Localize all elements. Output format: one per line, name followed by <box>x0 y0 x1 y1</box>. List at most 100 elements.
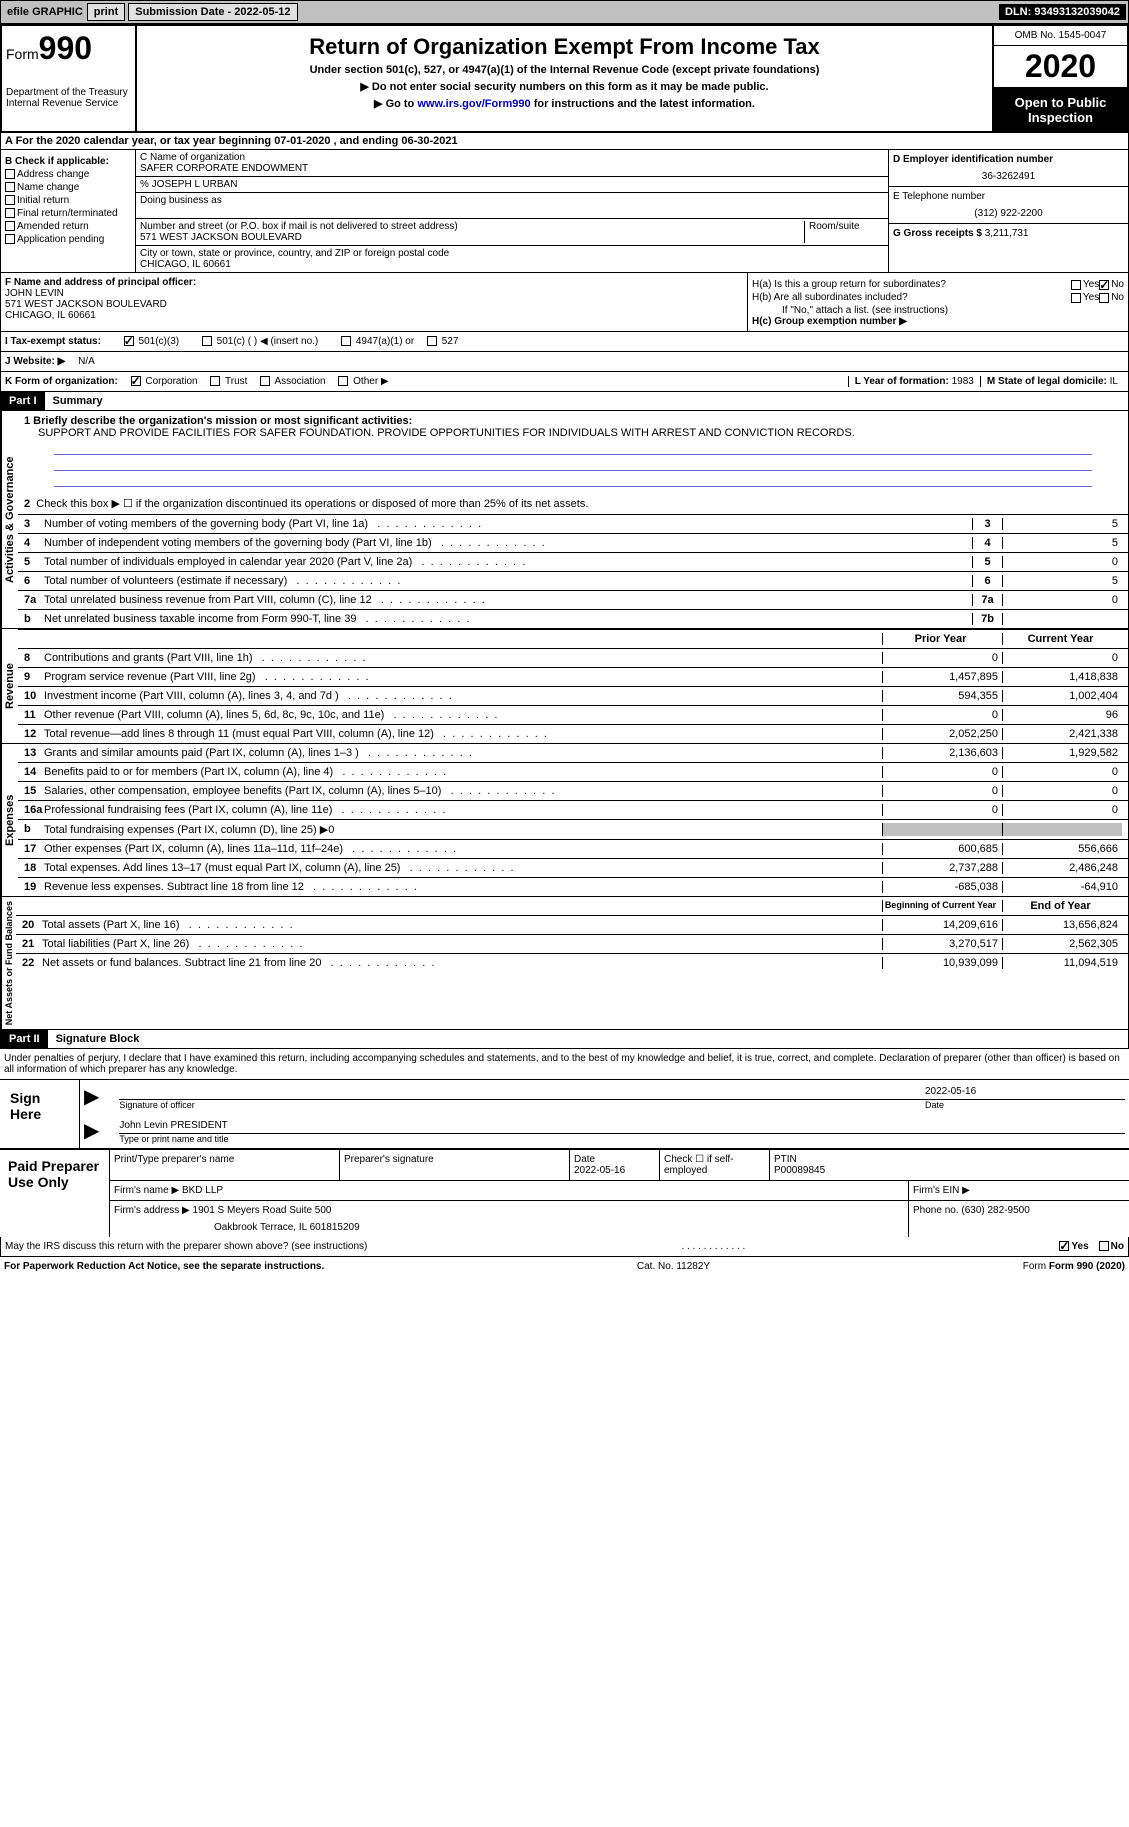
sig-date: 2022-05-16 <box>925 1086 1125 1097</box>
check-corp[interactable] <box>131 376 141 386</box>
type-label: Type or print name and title <box>119 1134 1125 1144</box>
arrow-icon-2: ▶ <box>84 1118 99 1144</box>
hb-note: If "No," attach a list. (see instruction… <box>752 305 1124 316</box>
hb-label: H(b) Are all subordinates included? <box>752 292 1071 303</box>
form-title: Return of Organization Exempt From Incom… <box>147 34 982 60</box>
room-label: Room/suite <box>804 221 884 243</box>
officer-addr2: CHICAGO, IL 60661 <box>5 310 743 321</box>
org-name: SAFER CORPORATE ENDOWMENT <box>140 163 884 174</box>
netassets-label: Net Assets or Fund Balances <box>1 897 16 1029</box>
paid-preparer-label: Paid Preparer Use Only <box>0 1150 110 1237</box>
check-501c[interactable] <box>202 336 212 346</box>
form-label: Form <box>6 46 39 62</box>
form-subtitle: Under section 501(c), 527, or 4947(a)(1)… <box>147 64 982 76</box>
gross-label: G Gross receipts $ <box>893 228 985 239</box>
check-pending[interactable] <box>5 234 15 244</box>
irs-link[interactable]: www.irs.gov/Form990 <box>417 98 530 110</box>
f-label: F Name and address of principal officer: <box>5 277 743 288</box>
submission-date: Submission Date - 2022-05-12 <box>128 3 297 21</box>
revenue-label: Revenue <box>1 629 18 743</box>
dln-label: DLN: 93493132039042 <box>999 4 1126 20</box>
part2-header: Part II <box>1 1030 48 1048</box>
notice-1: ▶ Do not enter social security numbers o… <box>147 80 982 93</box>
discuss-yes[interactable] <box>1059 1241 1069 1251</box>
officer-name-title: John Levin PRESIDENT <box>119 1118 1125 1134</box>
check-trust[interactable] <box>210 376 220 386</box>
line2: Check this box ▶ ☐ if the organization d… <box>36 498 588 510</box>
hc-label: H(c) Group exemption number ▶ <box>752 316 1124 327</box>
dba-label: Doing business as <box>140 195 884 206</box>
arrow-icon: ▶ <box>84 1084 99 1110</box>
firm-ein-label: Firm's EIN ▶ <box>909 1181 1129 1200</box>
ptin: P00089845 <box>774 1165 1125 1176</box>
officer-addr1: 571 WEST JACKSON BOULEVARD <box>5 299 743 310</box>
efile-label: efile GRAPHIC <box>3 6 87 18</box>
check-address[interactable] <box>5 169 15 179</box>
website-label: J Website: ▶ <box>5 356 65 367</box>
ein: 36-3262491 <box>893 171 1124 182</box>
footer-left: For Paperwork Reduction Act Notice, see … <box>4 1261 324 1272</box>
notice-2-pre: ▶ Go to <box>374 98 417 110</box>
hb-yes[interactable] <box>1071 293 1081 303</box>
tax-year: 2020 <box>994 46 1127 89</box>
city: CHICAGO, IL 60661 <box>140 259 884 270</box>
sig-officer-label: Signature of officer <box>119 1100 925 1110</box>
prep-date: 2022-05-16 <box>574 1165 655 1176</box>
check-final[interactable] <box>5 208 15 218</box>
ha-no[interactable] <box>1099 280 1109 290</box>
part1-header: Part I <box>1 392 45 410</box>
expenses-label: Expenses <box>1 744 18 896</box>
check-527[interactable] <box>427 336 437 346</box>
check-initial[interactable] <box>5 195 15 205</box>
phone-label: E Telephone number <box>893 191 1124 202</box>
firm-phone: (630) 282-9500 <box>961 1205 1029 1216</box>
care-of: % JOSEPH L URBAN <box>136 177 888 193</box>
beg-year-header: Beginning of Current Year <box>882 900 1002 912</box>
discuss-label: May the IRS discuss this return with the… <box>5 1241 367 1252</box>
gross-val: 3,211,731 <box>985 228 1029 239</box>
discuss-no[interactable] <box>1099 1241 1109 1251</box>
line1-label: 1 Briefly describe the organization's mi… <box>24 415 412 427</box>
i-label: I Tax-exempt status: <box>5 336 101 347</box>
firm-name: BKD LLP <box>182 1185 223 1196</box>
declaration: Under penalties of perjury, I declare th… <box>0 1049 1129 1080</box>
check-name[interactable] <box>5 182 15 192</box>
dept-label: Department of the Treasury Internal Reve… <box>6 87 131 109</box>
print-button[interactable]: print <box>87 3 125 21</box>
k-label: K Form of organization: <box>5 376 118 387</box>
officer-name: JOHN LEVIN <box>5 288 743 299</box>
check-4947[interactable] <box>341 336 351 346</box>
sign-here-label: Sign Here <box>0 1080 80 1148</box>
form-number: 990 <box>39 30 92 66</box>
check-other[interactable] <box>338 376 348 386</box>
hb-no[interactable] <box>1099 293 1109 303</box>
firm-addr2: Oakbrook Terrace, IL 601815209 <box>114 1222 904 1233</box>
end-year-header: End of Year <box>1002 900 1122 912</box>
state-domicile: IL <box>1110 376 1118 387</box>
part2-title: Signature Block <box>48 1030 148 1048</box>
footer-mid: Cat. No. 11282Y <box>637 1261 710 1272</box>
part1-title: Summary <box>45 392 111 410</box>
check-self-employed[interactable]: Check ☐ if self-employed <box>660 1150 770 1180</box>
footer-right: Form Form 990 (2020) <box>1023 1261 1125 1272</box>
phone: (312) 922-2200 <box>893 208 1124 219</box>
date-label: Date <box>925 1100 1125 1110</box>
street-label: Number and street (or P.O. box if mail i… <box>140 221 804 232</box>
ha-yes[interactable] <box>1071 280 1081 290</box>
check-assoc[interactable] <box>260 376 270 386</box>
inspection-label: Open to Public Inspection <box>994 89 1127 131</box>
current-year-header: Current Year <box>1002 633 1122 645</box>
firm-addr: 1901 S Meyers Road Suite 500 <box>193 1205 332 1216</box>
check-amended[interactable] <box>5 221 15 231</box>
governance-label: Activities & Governance <box>1 411 18 628</box>
ein-label: D Employer identification number <box>893 154 1124 165</box>
check-501c3[interactable] <box>124 336 134 346</box>
line1-text: SUPPORT AND PROVIDE FACILITIES FOR SAFER… <box>24 427 1122 439</box>
omb-number: OMB No. 1545-0047 <box>994 26 1127 46</box>
col-b-title: B Check if applicable: <box>5 156 131 167</box>
section-a: A For the 2020 calendar year, or tax yea… <box>0 133 1129 150</box>
street: 571 WEST JACKSON BOULEVARD <box>140 232 804 243</box>
org-name-label: C Name of organization <box>140 152 884 163</box>
website-val: N/A <box>78 356 95 367</box>
prior-year-header: Prior Year <box>882 633 1002 645</box>
